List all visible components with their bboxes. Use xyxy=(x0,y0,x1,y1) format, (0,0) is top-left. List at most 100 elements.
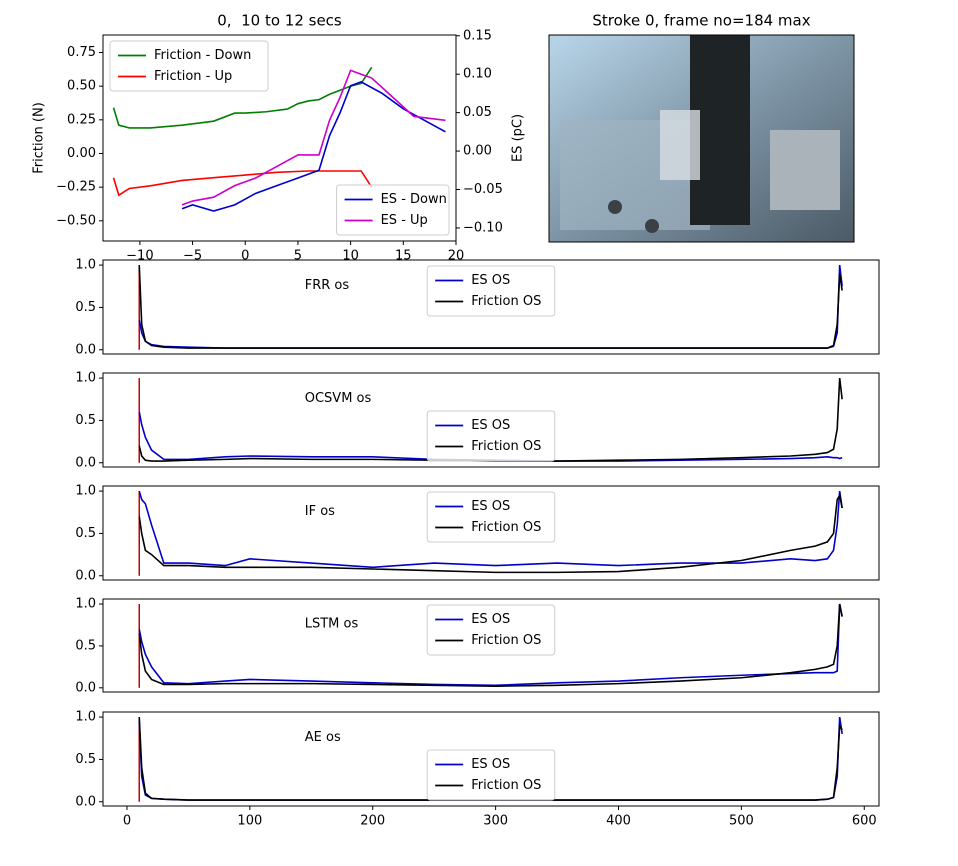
y2-tick-label: 0.10 xyxy=(463,67,492,82)
x-tick-label: −10 xyxy=(126,249,153,264)
y-tick-label: 0.25 xyxy=(67,112,96,127)
legend-label: ES OS xyxy=(471,612,510,627)
series-line xyxy=(138,603,843,687)
legend-label: ES OS xyxy=(471,499,510,514)
y-tick-label: 0.00 xyxy=(67,146,96,161)
y2-tick-label: −0.10 xyxy=(463,220,503,235)
y-tick-label: 0.5 xyxy=(75,752,96,767)
x-tick-label: 5 xyxy=(294,249,302,264)
annotation: AE os xyxy=(305,730,341,745)
x-tick-label: 10 xyxy=(342,249,359,264)
y-tick-label: 0.5 xyxy=(75,638,96,653)
y-tick-label: 0.0 xyxy=(75,680,96,695)
legend-box xyxy=(109,40,269,92)
series-line xyxy=(112,170,373,197)
legend-box xyxy=(426,491,556,543)
plot-frame xyxy=(102,598,880,693)
annotation: LSTM os xyxy=(305,617,359,632)
legend: ES - Down ES - Up xyxy=(336,184,450,236)
legend-label: ES OS xyxy=(471,418,510,433)
x-tick-label: 0 xyxy=(241,249,249,264)
legend-label: ES OS xyxy=(471,273,510,288)
series-line xyxy=(181,69,446,206)
x-tick-label: 20 xyxy=(448,249,465,264)
plot-frame xyxy=(102,34,457,242)
y2-tick-label: 0.05 xyxy=(463,105,492,120)
legend: Friction - Down Friction - Up xyxy=(109,40,269,92)
legend: ES OS Friction OS xyxy=(426,749,556,801)
y-tick-label: 0.0 xyxy=(75,455,96,470)
y-tick-label: 1.0 xyxy=(75,258,96,273)
legend-label: ES - Down xyxy=(381,192,447,207)
y-tick-label: 0.5 xyxy=(75,526,96,541)
legend: ES OS Friction OS xyxy=(426,265,556,317)
legend-label: Friction OS xyxy=(471,633,541,648)
frame-part xyxy=(770,130,840,210)
y-tick-label: 0.0 xyxy=(75,568,96,583)
x-tick-label: 0 xyxy=(123,814,131,829)
y-tick-label: 1.0 xyxy=(75,484,96,499)
y2-tick-label: 0.00 xyxy=(463,144,492,159)
frame-block xyxy=(660,110,700,180)
legend-box xyxy=(426,749,556,801)
plot-frame xyxy=(102,711,880,807)
x-tick-label: 500 xyxy=(729,814,754,829)
x-tick-label: 100 xyxy=(237,814,262,829)
legend: ES OS Friction OS xyxy=(426,410,556,462)
legend-label: Friction OS xyxy=(471,520,541,535)
y-tick-label: 0.75 xyxy=(67,45,96,60)
legend-label: Friction - Up xyxy=(154,69,232,84)
y-tick-label: 1.0 xyxy=(75,371,96,386)
legend-box xyxy=(426,410,556,462)
y2-tick-label: −0.05 xyxy=(463,182,503,197)
y-tick-label: 1.0 xyxy=(75,710,96,725)
chart-title: 0, 10 to 12 secs xyxy=(217,12,342,30)
legend-box xyxy=(336,184,450,236)
plot-frame xyxy=(102,372,880,468)
legend: ES OS Friction OS xyxy=(426,491,556,543)
plot-frame xyxy=(102,259,880,355)
y-tick-label: 0.5 xyxy=(75,300,96,315)
y2-tick-label: 0.15 xyxy=(463,28,492,43)
series-line xyxy=(181,81,446,212)
legend-box xyxy=(426,604,556,656)
x-tick-label: 600 xyxy=(852,814,877,829)
y-tick-label: 0.0 xyxy=(75,342,96,357)
series-line xyxy=(138,603,843,687)
y-axis-label: Friction (N) xyxy=(32,102,47,174)
annotation: FRR os xyxy=(305,278,350,293)
legend-label: Friction OS xyxy=(471,439,541,454)
camera-frame xyxy=(548,34,855,243)
y2-axis-label: ES (pC) xyxy=(511,114,526,162)
series-line xyxy=(138,490,843,569)
series-line xyxy=(138,493,843,574)
annotation: IF os xyxy=(305,504,335,519)
legend-box xyxy=(426,265,556,317)
plot-frame xyxy=(102,485,880,581)
legend-label: ES - Up xyxy=(381,213,428,228)
frame-screw xyxy=(608,200,622,214)
series-line xyxy=(138,265,843,349)
x-tick-label: 15 xyxy=(395,249,412,264)
legend-label: Friction - Down xyxy=(154,48,251,63)
frame-border xyxy=(548,34,855,243)
frame-screw xyxy=(645,219,659,233)
panel-title: Stroke 0, frame no=184 max xyxy=(592,12,810,30)
y-tick-label: 0.5 xyxy=(75,413,96,428)
annotation: OCSVM os xyxy=(305,391,372,406)
x-tick-label: 200 xyxy=(360,814,385,829)
legend-label: Friction OS xyxy=(471,778,541,793)
x-tick-label: −5 xyxy=(183,249,202,264)
x-tick-label: 300 xyxy=(483,814,508,829)
legend: ES OS Friction OS xyxy=(426,604,556,656)
legend-label: Friction OS xyxy=(471,294,541,309)
y-tick-label: 0.50 xyxy=(67,79,96,94)
y-tick-label: −0.50 xyxy=(56,213,96,228)
y-tick-label: −0.25 xyxy=(56,180,96,195)
y-tick-label: 1.0 xyxy=(75,597,96,612)
legend-label: ES OS xyxy=(471,757,510,772)
y-tick-label: 0.0 xyxy=(75,794,96,809)
